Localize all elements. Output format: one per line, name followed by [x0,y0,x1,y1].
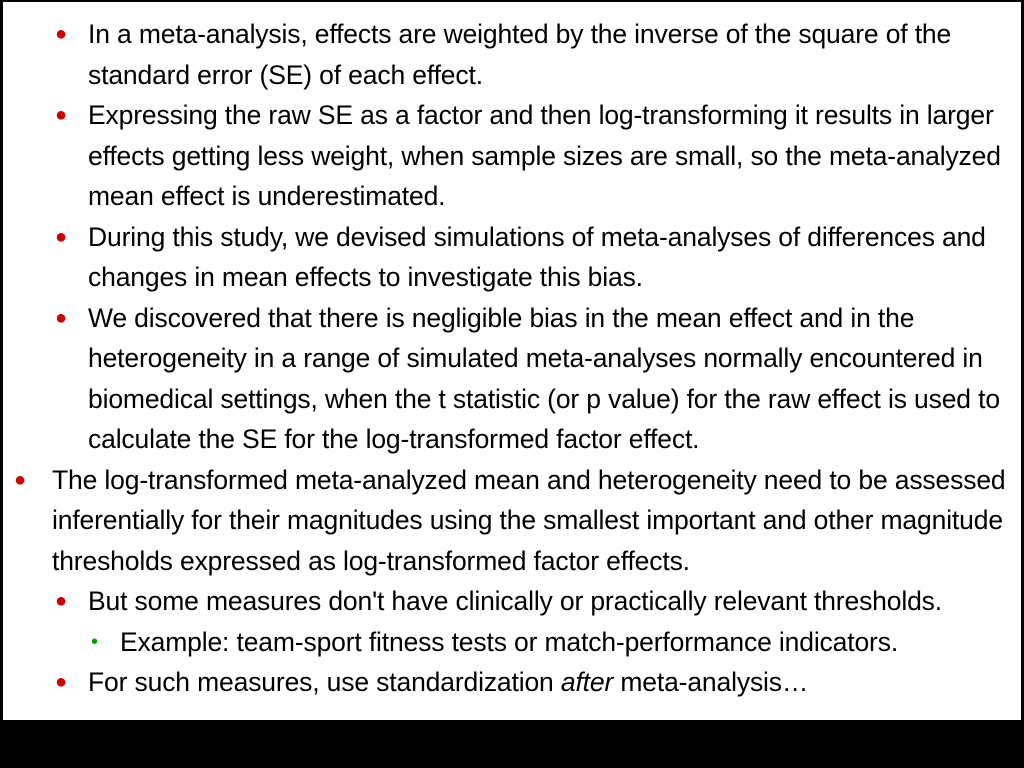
bullet-icon: ● [55,306,67,329]
list-item: ● The log-transformed meta-analyzed mean… [3,460,1021,582]
list-item: ● Expressing the raw SE as a factor and … [3,95,1021,217]
list-item-text: In a meta-analysis, effects are weighted… [88,19,952,90]
bullet-list: ● In a meta-analysis, effects are weight… [3,14,1021,703]
bullet-icon: ● [55,104,67,126]
list-item-text-after: meta-analysis… [613,667,809,697]
list-item-text: During this study, we devised simulation… [88,221,986,293]
list-item: ● We discovered that there is negligible… [3,298,1021,460]
list-item-text: The log-transformed meta-analyzed mean a… [52,464,1006,576]
list-item-text: For such measures, use standardization a… [88,667,808,697]
list-item-text: But some measures don't have clinically … [88,586,942,616]
bullet-icon: ● [14,468,26,491]
bottom-frame-bar [0,720,1024,768]
list-item: ● But some measures don't have clinicall… [3,581,1021,622]
list-item-text-before: For such measures, use standardization [88,667,561,697]
bullet-icon: ● [55,225,67,248]
bullet-icon: • [91,630,98,653]
list-item: ● For such measures, use standardization… [3,662,1021,703]
list-item: ● In a meta-analysis, effects are weight… [3,14,1021,95]
list-item: ● During this study, we devised simulati… [3,217,1021,298]
list-item-text: Example: team-sport fitness tests or mat… [120,626,899,657]
list-item-text: We discovered that there is negligible b… [88,302,1000,455]
bullet-icon: ● [55,671,67,693]
bullet-icon: ● [55,590,67,612]
slide: ● In a meta-analysis, effects are weight… [3,2,1021,720]
bullet-icon: ● [55,23,67,45]
list-item: • Example: team-sport fitness tests or m… [3,622,1021,663]
list-item-text-emphasis: after [560,667,614,697]
list-item-text: Expressing the raw SE as a factor and th… [88,100,1001,211]
